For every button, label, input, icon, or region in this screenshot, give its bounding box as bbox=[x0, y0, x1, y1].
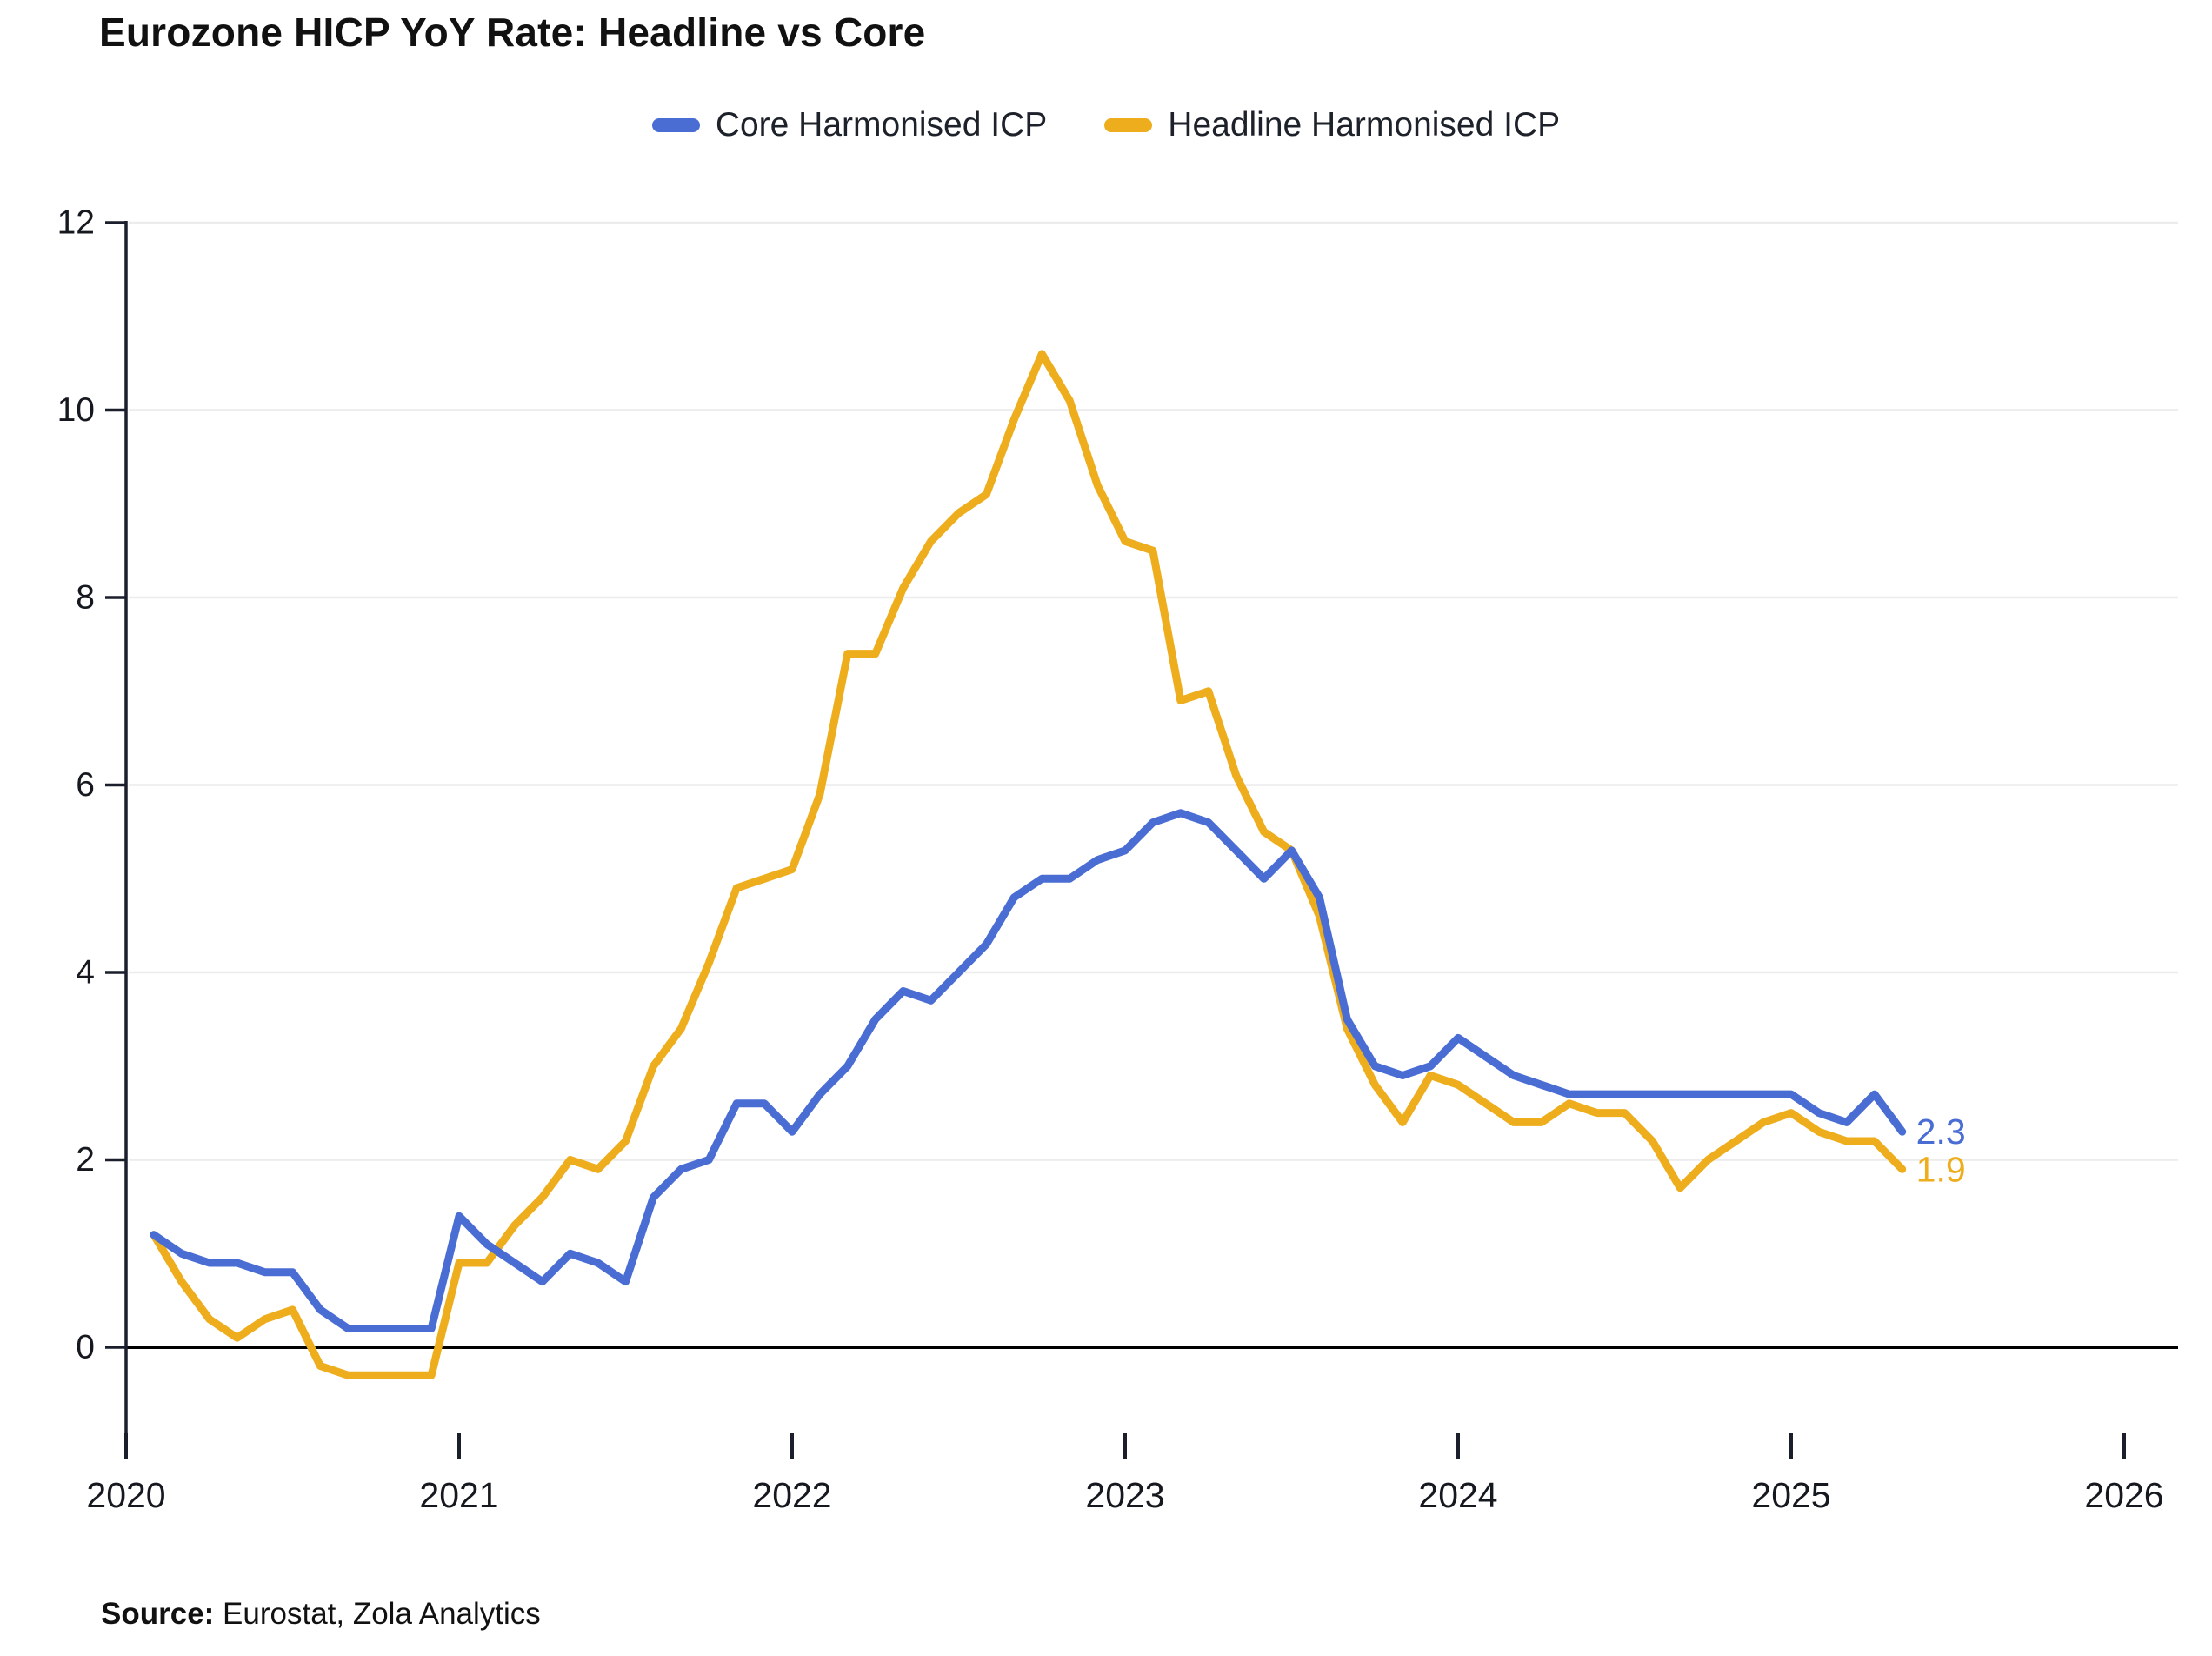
x-tick-label-2023: 2023 bbox=[1085, 1475, 1164, 1515]
source-text: Eurostat, Zola Analytics bbox=[223, 1597, 541, 1631]
legend-label: Headline Harmonised ICP bbox=[1168, 106, 1561, 144]
x-tick-label-2026: 2026 bbox=[2084, 1475, 2163, 1515]
legend-item-core: Core Harmonised ICP bbox=[651, 106, 1048, 144]
legend: Core Harmonised ICP Headline Harmonised I… bbox=[0, 106, 2212, 144]
legend-label: Core Harmonised ICP bbox=[715, 106, 1048, 144]
x-tick-label-2024: 2024 bbox=[1418, 1475, 1497, 1515]
headline-line bbox=[150, 350, 1907, 1379]
y-tick-label-2: 2 bbox=[76, 1141, 95, 1179]
chart-title: Eurozone HICP YoY Rate: Headline vs Core bbox=[99, 10, 926, 55]
legend-swatch-icon bbox=[651, 118, 700, 132]
y-tick-label-8: 8 bbox=[76, 579, 95, 617]
core-line bbox=[150, 809, 1907, 1332]
x-tick-label-2020: 2020 bbox=[86, 1475, 165, 1515]
core-end-label: 2.3 bbox=[1916, 1112, 1966, 1152]
source-label: Source: bbox=[101, 1597, 215, 1631]
y-tick-label-0: 0 bbox=[76, 1329, 95, 1366]
x-tick-label-2021: 2021 bbox=[419, 1475, 498, 1515]
source-note: Source: Eurostat, Zola Analytics bbox=[101, 1597, 541, 1632]
legend-item-headline: Headline Harmonised ICP bbox=[1104, 106, 1560, 144]
x-tick-label-2025: 2025 bbox=[1751, 1475, 1830, 1515]
y-tick-label-10: 10 bbox=[57, 391, 95, 429]
y-tick-label-6: 6 bbox=[76, 766, 95, 804]
y-tick-label-12: 12 bbox=[57, 204, 95, 242]
y-tick-label-4: 4 bbox=[76, 954, 95, 992]
x-tick-label-2022: 2022 bbox=[752, 1475, 831, 1515]
headline-end-label: 1.9 bbox=[1916, 1149, 1966, 1189]
legend-swatch-icon bbox=[1104, 118, 1153, 132]
